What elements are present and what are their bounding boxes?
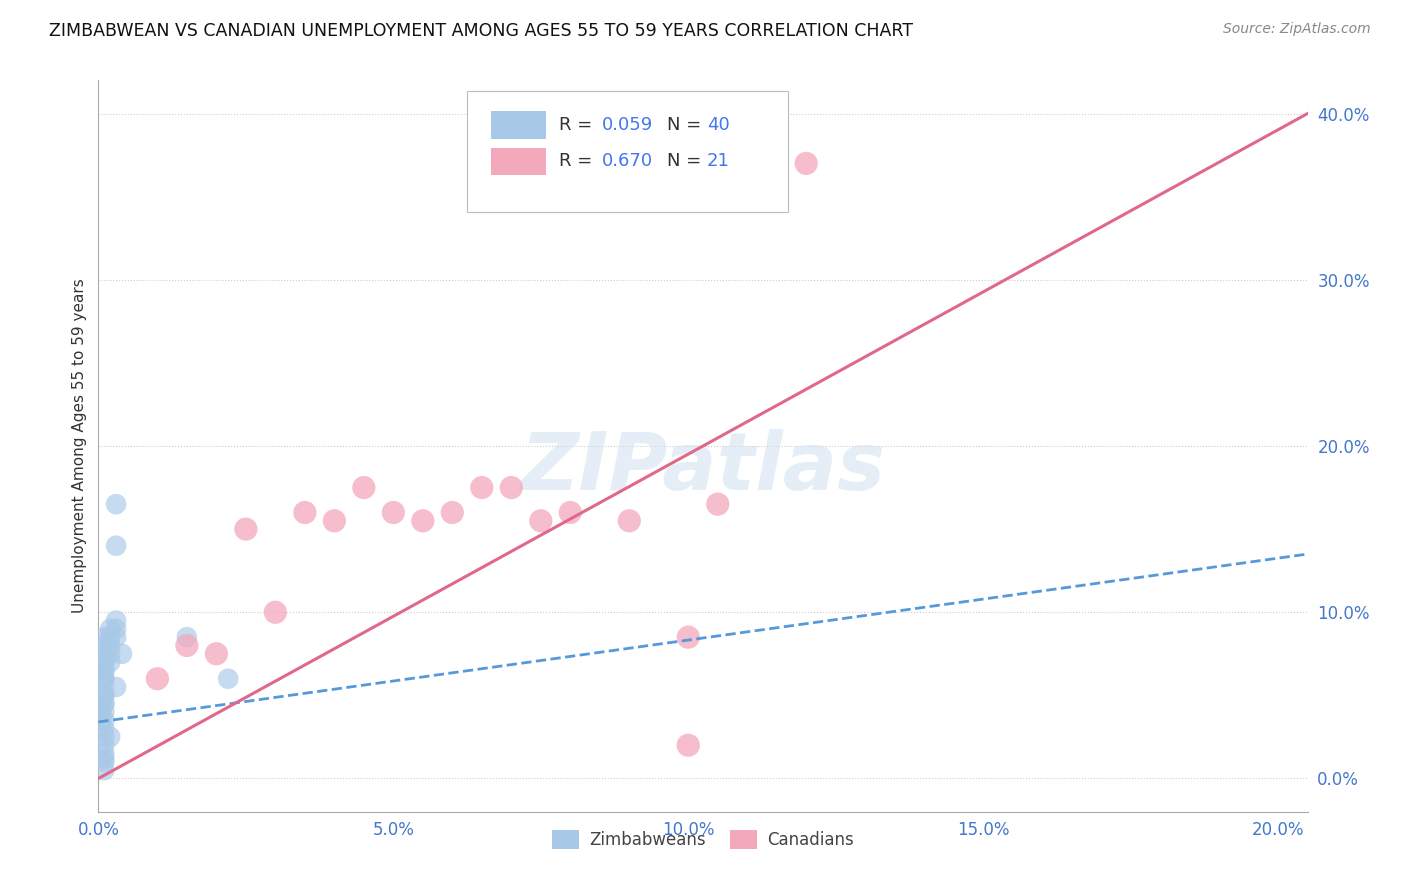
Text: ZIPatlas: ZIPatlas bbox=[520, 429, 886, 507]
Point bbox=[217, 672, 239, 686]
Point bbox=[441, 506, 464, 520]
Point bbox=[93, 689, 115, 703]
Point bbox=[530, 514, 553, 528]
Point bbox=[93, 697, 115, 711]
Point bbox=[176, 639, 198, 653]
Point bbox=[93, 697, 115, 711]
Point bbox=[98, 630, 121, 644]
Point bbox=[619, 514, 641, 528]
Text: N =: N = bbox=[666, 153, 707, 170]
Point bbox=[93, 730, 115, 744]
Point bbox=[105, 614, 128, 628]
Text: N =: N = bbox=[666, 116, 707, 134]
Point bbox=[93, 714, 115, 728]
Point bbox=[353, 481, 375, 495]
Point bbox=[471, 481, 494, 495]
Point bbox=[105, 630, 128, 644]
Point bbox=[146, 672, 169, 686]
FancyBboxPatch shape bbox=[467, 91, 787, 212]
Point bbox=[412, 514, 434, 528]
Text: ZIMBABWEAN VS CANADIAN UNEMPLOYMENT AMONG AGES 55 TO 59 YEARS CORRELATION CHART: ZIMBABWEAN VS CANADIAN UNEMPLOYMENT AMON… bbox=[49, 22, 914, 40]
Point bbox=[93, 655, 115, 669]
Point bbox=[93, 680, 115, 694]
Point bbox=[794, 156, 817, 170]
Point bbox=[90, 705, 112, 719]
Legend: Zimbabweans, Canadians: Zimbabweans, Canadians bbox=[546, 823, 860, 856]
Point bbox=[105, 622, 128, 636]
Point bbox=[678, 630, 700, 644]
Text: R =: R = bbox=[560, 116, 598, 134]
Point bbox=[93, 647, 115, 661]
Point bbox=[93, 747, 115, 761]
Text: Source: ZipAtlas.com: Source: ZipAtlas.com bbox=[1223, 22, 1371, 37]
Point bbox=[765, 173, 787, 187]
Point bbox=[93, 630, 115, 644]
Point bbox=[98, 647, 121, 661]
Point bbox=[93, 722, 115, 736]
Point bbox=[93, 664, 115, 678]
Point bbox=[98, 655, 121, 669]
Point bbox=[98, 639, 121, 653]
Text: 0.059: 0.059 bbox=[602, 116, 652, 134]
Point bbox=[176, 630, 198, 644]
Point bbox=[93, 751, 115, 765]
Point bbox=[105, 497, 128, 511]
Text: 40: 40 bbox=[707, 116, 730, 134]
Text: 21: 21 bbox=[707, 153, 730, 170]
Point bbox=[93, 672, 115, 686]
Point bbox=[93, 755, 115, 769]
Point bbox=[294, 506, 316, 520]
Y-axis label: Unemployment Among Ages 55 to 59 years: Unemployment Among Ages 55 to 59 years bbox=[72, 278, 87, 614]
Point bbox=[205, 647, 228, 661]
Point bbox=[678, 738, 700, 752]
Point bbox=[93, 705, 115, 719]
Point bbox=[93, 763, 115, 777]
Point bbox=[98, 730, 121, 744]
Point bbox=[98, 622, 121, 636]
Point bbox=[105, 539, 128, 553]
Point bbox=[93, 689, 115, 703]
FancyBboxPatch shape bbox=[492, 147, 546, 176]
FancyBboxPatch shape bbox=[492, 111, 546, 139]
Point bbox=[93, 639, 115, 653]
Point bbox=[501, 481, 523, 495]
Point bbox=[93, 655, 115, 669]
Point bbox=[560, 506, 582, 520]
Point bbox=[323, 514, 346, 528]
Point bbox=[93, 672, 115, 686]
Point bbox=[93, 738, 115, 752]
Text: R =: R = bbox=[560, 153, 598, 170]
Point bbox=[93, 664, 115, 678]
Point bbox=[235, 522, 257, 536]
Point bbox=[90, 714, 112, 728]
Point bbox=[105, 680, 128, 694]
Point bbox=[111, 647, 134, 661]
Point bbox=[264, 605, 287, 619]
Point bbox=[706, 497, 728, 511]
Point bbox=[382, 506, 405, 520]
Text: 0.670: 0.670 bbox=[602, 153, 652, 170]
